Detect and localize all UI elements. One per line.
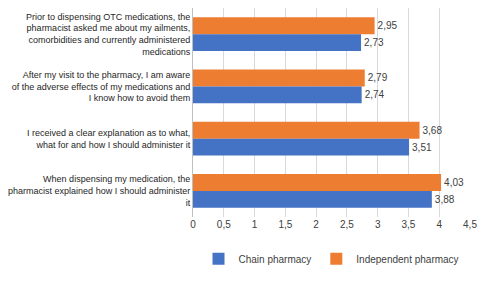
svg-text:2: 2	[313, 219, 319, 230]
svg-text:1,5: 1,5	[278, 219, 292, 230]
svg-text:0,5: 0,5	[217, 219, 231, 230]
svg-text:I received a clear explanation: I received a clear explanation as to wha…	[27, 128, 191, 150]
svg-text:When dispensing my medication,: When dispensing my medication, thepharma…	[8, 174, 191, 207]
svg-text:2,73: 2,73	[364, 37, 384, 48]
svg-text:4,5: 4,5	[463, 219, 477, 230]
svg-text:2,79: 2,79	[368, 72, 388, 83]
svg-text:Chain pharmacy: Chain pharmacy	[239, 254, 312, 265]
svg-text:3,5: 3,5	[401, 219, 415, 230]
svg-text:1: 1	[252, 219, 258, 230]
svg-text:After my visit to the pharmacy: After my visit to the pharmacy, I am awa…	[12, 70, 190, 103]
svg-text:3,68: 3,68	[423, 125, 443, 136]
svg-text:2,5: 2,5	[340, 219, 354, 230]
svg-text:0: 0	[190, 219, 196, 230]
svg-text:3,88: 3,88	[435, 194, 455, 205]
svg-text:2,95: 2,95	[378, 20, 398, 31]
svg-text:3: 3	[375, 219, 381, 230]
svg-text:4,03: 4,03	[444, 177, 464, 188]
svg-text:Independent pharmacy: Independent pharmacy	[356, 254, 458, 265]
svg-text:3,51: 3,51	[412, 142, 432, 153]
svg-text:2,74: 2,74	[365, 89, 385, 100]
svg-text:Prior to dispensing OTC medica: Prior to dispensing OTC medications, the…	[26, 12, 191, 57]
svg-text:4: 4	[436, 219, 442, 230]
